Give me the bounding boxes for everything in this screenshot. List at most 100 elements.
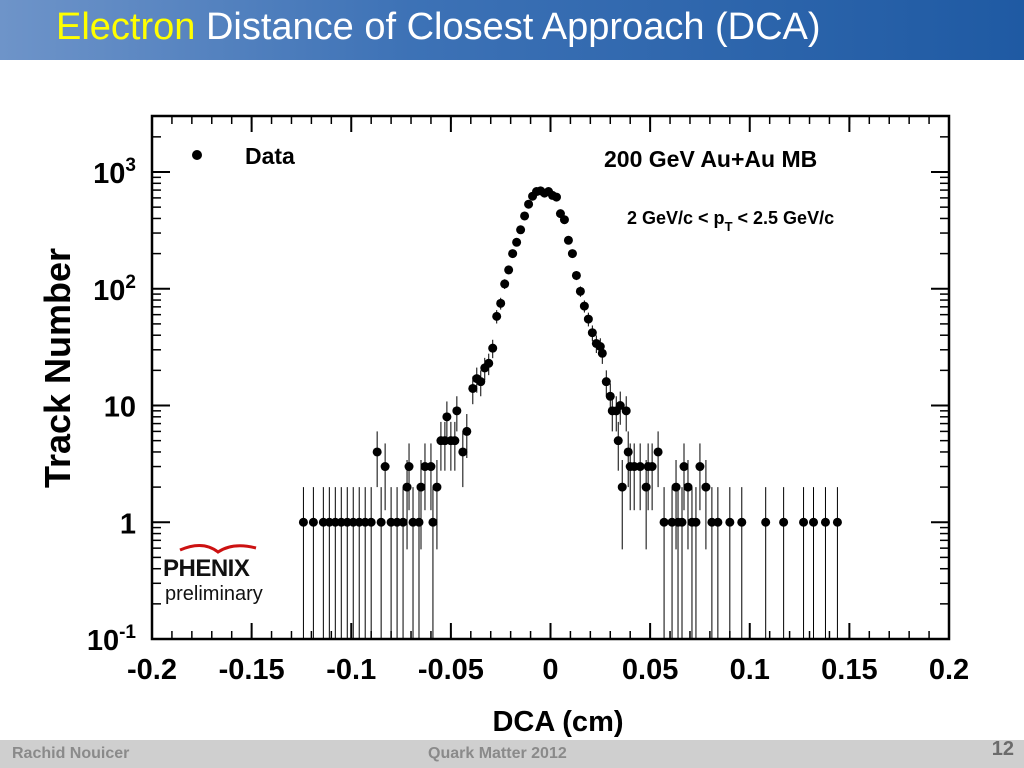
title-rest: Distance of Closest Approach (DCA) (205, 6, 821, 48)
data-point (587, 328, 597, 338)
data-point (597, 348, 607, 358)
data-point (671, 482, 681, 492)
y-axis-title: Track Number (37, 248, 78, 488)
data-point (488, 343, 498, 353)
data-point (416, 482, 426, 492)
data-point (683, 482, 693, 492)
data-point (442, 412, 452, 422)
data-point (799, 517, 809, 527)
data-point (508, 249, 518, 259)
data-point (605, 391, 615, 401)
data-point (695, 462, 705, 472)
data-point (551, 192, 561, 202)
data-point (579, 301, 589, 311)
axis-ticks (151, 116, 950, 640)
footer-author: Rachid Nouicer (12, 745, 130, 762)
data-point (677, 517, 687, 527)
data-point (500, 279, 510, 289)
data-point (621, 406, 631, 416)
data-point (820, 517, 830, 527)
data-point (524, 199, 534, 209)
annotation-pt-range: 2 GeV/c < pT < 2.5 GeV/c (627, 208, 834, 234)
data-point (779, 517, 789, 527)
x-tick-label: -0.15 (219, 654, 285, 686)
data-point (615, 401, 625, 410)
plot-frame (150, 114, 951, 641)
data-point (563, 235, 573, 245)
data-point (504, 265, 514, 275)
x-tick-labels: -0.2 -0.15 -0.1 -0.05 0 0.05 0.1 0.15 0.2 (127, 654, 969, 686)
x-tick-label: 0.15 (821, 654, 877, 686)
data-point (559, 215, 569, 225)
data-point (426, 462, 436, 472)
data-point (380, 462, 390, 472)
data-point (512, 237, 522, 247)
data-point (452, 406, 462, 416)
footer-conference: Quark Matter 2012 (428, 745, 567, 762)
y-tick-label: 10-1 (87, 622, 137, 657)
data-point (617, 482, 627, 492)
x-tick-label: 0.05 (622, 654, 678, 686)
x-tick-label: -0.05 (418, 654, 484, 686)
data-point (458, 447, 468, 457)
footer-bar: Rachid Nouicer Quark Matter 2012 12 (0, 738, 1024, 768)
chart: 10-1 1 10 102 103 -0.2 -0.15 -0.1 -0.05 0 0.05 0.1… (37, 114, 969, 738)
data-point (372, 447, 382, 457)
data-point (659, 517, 669, 527)
data-point (414, 517, 424, 527)
annotation-pt-right: < 2.5 GeV/c (733, 208, 835, 228)
title-bar: Electron Distance of Closest Approach (D… (0, 0, 1024, 60)
annotation-energy: 200 GeV Au+Au MB (604, 146, 817, 172)
data-point (428, 517, 438, 527)
legend-label: Data (245, 143, 295, 169)
data-point (653, 447, 663, 457)
x-tick-label: 0 (542, 654, 558, 686)
data-point (713, 517, 723, 527)
data-points (298, 186, 842, 639)
y-tick-label: 102 (93, 272, 136, 307)
page-number: 12 (991, 738, 1014, 760)
data-point (725, 517, 735, 527)
y-tick-label: 1 (120, 508, 136, 540)
preliminary-label: preliminary (165, 583, 263, 605)
y-tick-label: 103 (93, 155, 136, 190)
x-tick-label: -0.2 (127, 654, 177, 686)
data-point (641, 482, 651, 492)
data-point (432, 482, 442, 492)
data-point (404, 462, 414, 472)
data-point (398, 517, 408, 527)
data-point (583, 314, 593, 324)
data-point (761, 517, 771, 527)
data-point (571, 270, 581, 280)
data-point (701, 482, 711, 492)
data-point (462, 426, 472, 436)
x-tick-label: 0.1 (730, 654, 770, 686)
data-point (376, 517, 386, 527)
annotation-pt-sub: T (725, 219, 733, 234)
data-point (623, 447, 633, 457)
data-point (476, 377, 486, 387)
data-point (613, 436, 623, 446)
data-point (492, 311, 502, 321)
data-point (635, 462, 645, 472)
data-point (567, 249, 577, 259)
data-point (809, 517, 819, 527)
data-point (691, 517, 701, 527)
y-tick-label: 10 (104, 392, 136, 424)
phenix-swoosh-icon (179, 544, 257, 554)
data-point (308, 517, 318, 527)
title-highlight: Electron (56, 6, 196, 48)
data-point (601, 377, 611, 387)
data-point (450, 436, 460, 446)
x-axis-title: DCA (cm) (492, 706, 623, 738)
annotation-pt-left: 2 GeV/c < p (627, 208, 725, 228)
data-point (366, 517, 376, 527)
data-point (647, 462, 657, 472)
data-point (468, 383, 478, 393)
x-tick-label: 0.2 (929, 654, 969, 686)
x-tick-label: -0.1 (326, 654, 376, 686)
data-point (575, 286, 585, 296)
data-point (737, 517, 747, 527)
data-point (832, 517, 842, 527)
data-point (298, 517, 308, 527)
